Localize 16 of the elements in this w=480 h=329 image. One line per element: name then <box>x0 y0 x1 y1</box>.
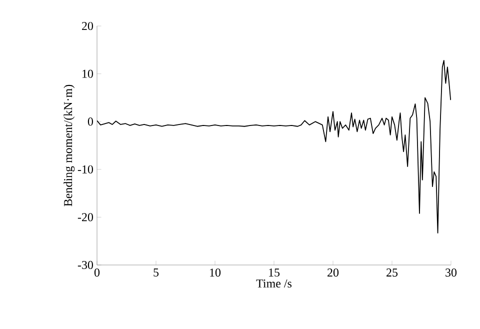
x-tick-label: 20 <box>328 268 339 277</box>
x-tick-label: 15 <box>269 268 280 277</box>
y-tick-label: -10 <box>78 165 94 174</box>
x-axis-title: Time /s <box>256 279 292 288</box>
x-tick-label: 25 <box>386 268 398 277</box>
line-series <box>97 60 451 234</box>
y-tick-label: 20 <box>82 22 94 30</box>
x-tick-label: 5 <box>154 268 159 276</box>
x-tick-label: 10 <box>210 268 221 277</box>
y-tick-label: 10 <box>82 70 94 78</box>
x-tick-label: 30 <box>446 268 457 277</box>
y-tick-label: 0 <box>88 118 94 126</box>
y-axis-title: Bending moment/(kN·m) <box>64 84 75 206</box>
x-tick-label: 0 <box>94 268 100 277</box>
y-tick-label: -20 <box>78 213 94 222</box>
y-tick-label: -30 <box>78 260 94 270</box>
